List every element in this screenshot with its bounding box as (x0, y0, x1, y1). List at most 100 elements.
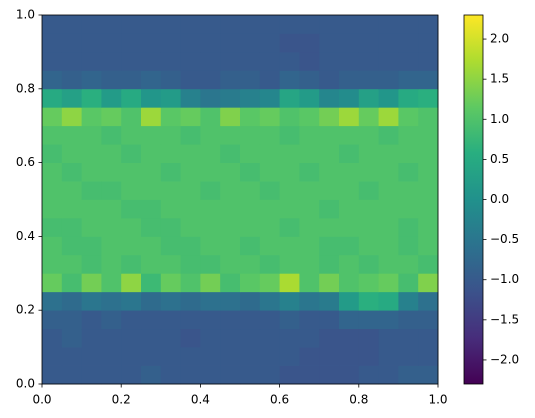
heatmap-cell (279, 125, 300, 145)
heatmap-cell (180, 88, 201, 108)
heatmap-cell (339, 310, 360, 330)
heatmap-cell (299, 291, 320, 311)
heatmap-cell (101, 291, 122, 311)
heatmap-cell (319, 181, 340, 200)
colorbar-tick-label: −1.0 (490, 272, 519, 286)
heatmap-cell (378, 273, 399, 293)
heatmap-cell (141, 51, 162, 71)
heatmap-cell (299, 107, 320, 127)
heatmap-cell (339, 70, 360, 90)
heatmap-cell (358, 273, 379, 293)
heatmap-cell (141, 70, 162, 90)
heatmap-cell (240, 181, 261, 200)
heatmap-cell (358, 236, 379, 256)
heatmap-cell (180, 199, 201, 219)
heatmap-cell (398, 273, 419, 293)
heatmap-cell (121, 254, 142, 274)
x-tick-label: 0.8 (349, 393, 368, 407)
heatmap-cell (220, 33, 241, 53)
heatmap-cell (220, 217, 241, 237)
heatmap-cell (240, 217, 261, 237)
heatmap-cell (180, 51, 201, 71)
heatmap-cell (160, 33, 181, 53)
heatmap-cell (299, 199, 320, 219)
heatmap-cell (339, 144, 360, 163)
heatmap-cell (378, 199, 399, 219)
heatmap-cell (61, 125, 82, 145)
heatmap-cell (200, 70, 221, 90)
heatmap-cell (81, 181, 102, 200)
heatmap-cell (240, 291, 261, 311)
heatmap-cell (180, 33, 201, 53)
heatmap-cell (200, 328, 221, 348)
heatmap-cell (418, 125, 439, 145)
heatmap-cell (42, 125, 63, 145)
colorbar-tick-label: 2.0 (490, 32, 509, 46)
heatmap-cell (279, 162, 300, 182)
heatmap-cell (339, 15, 360, 34)
heatmap-cell (299, 15, 320, 34)
heatmap-cell (398, 236, 419, 256)
heatmap-cell (42, 273, 63, 293)
heatmap-cell (358, 125, 379, 145)
heatmap-cell (61, 365, 82, 385)
heatmap-cell (101, 328, 122, 348)
heatmap-cell (220, 70, 241, 90)
heatmap-cell (180, 107, 201, 127)
heatmap-cell (378, 347, 399, 366)
heatmap-cell (319, 162, 340, 182)
heatmap-cell (141, 217, 162, 237)
heatmap-cell (121, 33, 142, 53)
heatmap-cell (101, 181, 122, 200)
heatmap-cell (259, 107, 280, 127)
heatmap-cell (160, 328, 181, 348)
heatmap-cell (180, 291, 201, 311)
heatmap-cell (240, 125, 261, 145)
heatmap-cell (220, 291, 241, 311)
heatmap-cell (398, 291, 419, 311)
heatmap-cell (279, 273, 300, 293)
heatmap-cell (61, 310, 82, 330)
heatmap-cell (319, 107, 340, 127)
heatmap-cell (358, 310, 379, 330)
heatmap-cell (160, 365, 181, 385)
heatmap-cell (358, 328, 379, 348)
heatmap-cell (141, 310, 162, 330)
heatmap-cell (81, 365, 102, 385)
heatmap-cell (319, 15, 340, 34)
heatmap-cell (240, 88, 261, 108)
heatmap-cell (200, 199, 221, 219)
heatmap-cell (279, 365, 300, 385)
x-tick-label: 0.6 (270, 393, 289, 407)
heatmap-cell (81, 310, 102, 330)
heatmap-cell (81, 347, 102, 366)
colorbar-tick-label: −2.0 (490, 352, 519, 366)
heatmap-cell (160, 254, 181, 274)
heatmap-cell (279, 33, 300, 53)
heatmap-cell (398, 181, 419, 200)
heatmap-cell (42, 199, 63, 219)
heatmap-cell (220, 15, 241, 34)
heatmap-cell (319, 144, 340, 163)
heatmap-cell (200, 51, 221, 71)
heatmap-cell (378, 88, 399, 108)
heatmap-cell (358, 347, 379, 366)
heatmap-cell (319, 88, 340, 108)
heatmap-cell (339, 125, 360, 145)
heatmap-cell (398, 51, 419, 71)
heatmap-cell (42, 107, 63, 127)
heatmap-cell (121, 347, 142, 366)
heatmap-cell (160, 181, 181, 200)
heatmap-cell (61, 70, 82, 90)
heatmap-cell (358, 33, 379, 53)
heatmap-cell (180, 144, 201, 163)
heatmap-cell (101, 33, 122, 53)
heatmap-cell (299, 51, 320, 71)
heatmap-cell (398, 199, 419, 219)
heatmap-cell (121, 365, 142, 385)
heatmap-cell (81, 217, 102, 237)
heatmap-cell (299, 273, 320, 293)
heatmap-cell (180, 236, 201, 256)
heatmap-cell (42, 236, 63, 256)
heatmap-cell (180, 70, 201, 90)
